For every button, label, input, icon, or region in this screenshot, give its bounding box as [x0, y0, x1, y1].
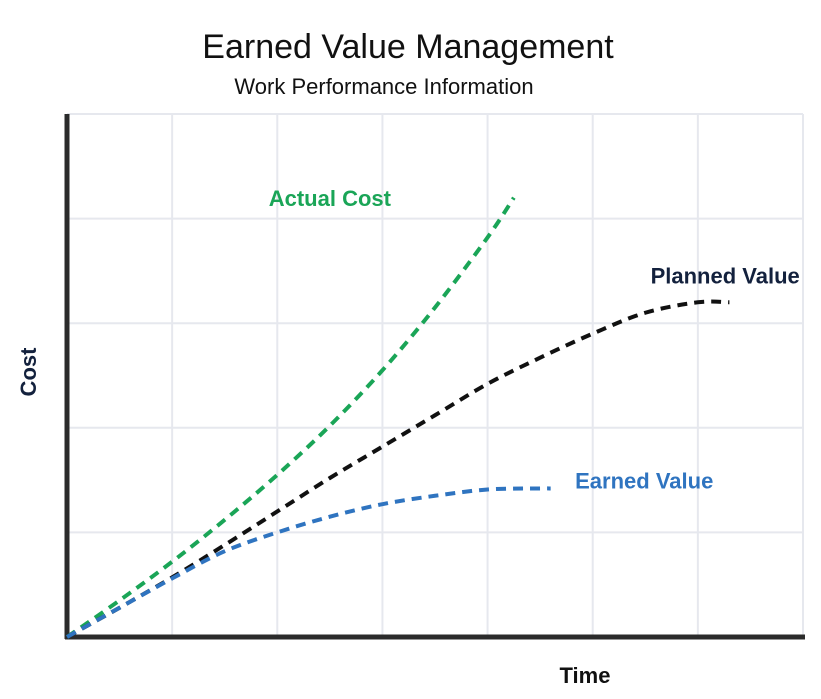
chart-title: Earned Value Management [202, 28, 614, 66]
series-label-actual-cost: Actual Cost [269, 186, 392, 211]
series-line-earned-value [66, 486, 551, 639]
series-label-earned-value: Earned Value [575, 468, 713, 493]
y-axis-label: Cost [16, 347, 41, 397]
series-label-planned-value: Planned Value [651, 263, 800, 288]
series-line-actual-cost [65, 196, 516, 639]
axes [64, 114, 805, 640]
x-axis-label: Time [560, 663, 611, 688]
chart-subtitle: Work Performance Information [234, 74, 533, 99]
grid [67, 113, 804, 637]
series: Actual Cost Planned Value Earned Value [65, 186, 800, 639]
